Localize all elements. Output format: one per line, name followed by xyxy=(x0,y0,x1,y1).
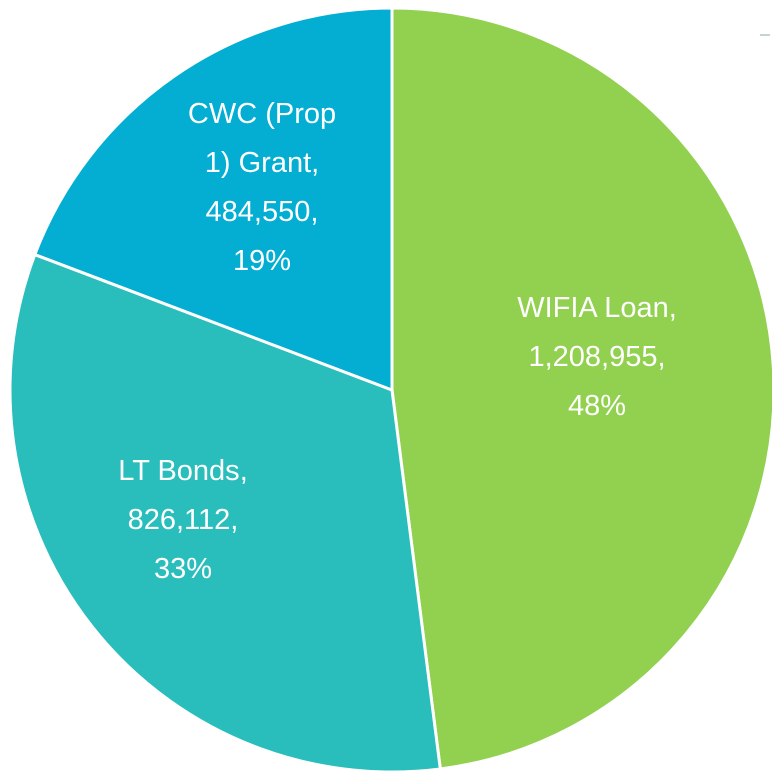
percent-label: 33% xyxy=(153,552,213,585)
data-label: LT Bonds,826,112, 33% xyxy=(63,400,303,640)
value-label: 1,208,955 xyxy=(528,340,658,373)
label-text: CWC (Prop 1) Grant, 484,550, 19% xyxy=(185,90,340,286)
labels: WIFIA Loan,1,208,955,48%LT Bonds,826,112… xyxy=(63,68,727,640)
separator: , xyxy=(239,454,248,487)
category-label: LT Bonds xyxy=(118,454,240,487)
separator: , xyxy=(657,340,666,373)
label-box: WIFIA Loan, 1,208,955, 48% xyxy=(467,237,727,477)
pie-slice xyxy=(390,6,772,771)
separator: , xyxy=(668,291,677,324)
percent-label: 19% xyxy=(232,245,292,277)
separator: , xyxy=(310,196,319,228)
data-label: WIFIA Loan,1,208,955,48% xyxy=(467,237,727,477)
data-label: CWC (Prop 1) Grant,484,550, 19% xyxy=(185,68,340,308)
label-text: LT Bonds, 826,112, 33% xyxy=(118,447,248,594)
slices xyxy=(8,6,772,773)
percent-label: 48% xyxy=(567,389,627,422)
category-label: WIFIA Loan xyxy=(517,291,669,324)
pie-slice xyxy=(32,6,394,393)
category-label: CWC (Prop 1) Grant xyxy=(187,98,337,179)
label-text: WIFIA Loan, 1,208,955, 48% xyxy=(517,284,677,431)
separator: , xyxy=(230,503,239,536)
pie-slice xyxy=(8,252,442,773)
value-label: 826,112 xyxy=(127,503,231,536)
value-label: 484,550 xyxy=(205,196,311,228)
label-box: LT Bonds, 826,112, 33% xyxy=(63,400,303,640)
label-box: CWC (Prop 1) Grant, 484,550, 19% xyxy=(185,68,340,308)
separator: , xyxy=(311,147,320,179)
